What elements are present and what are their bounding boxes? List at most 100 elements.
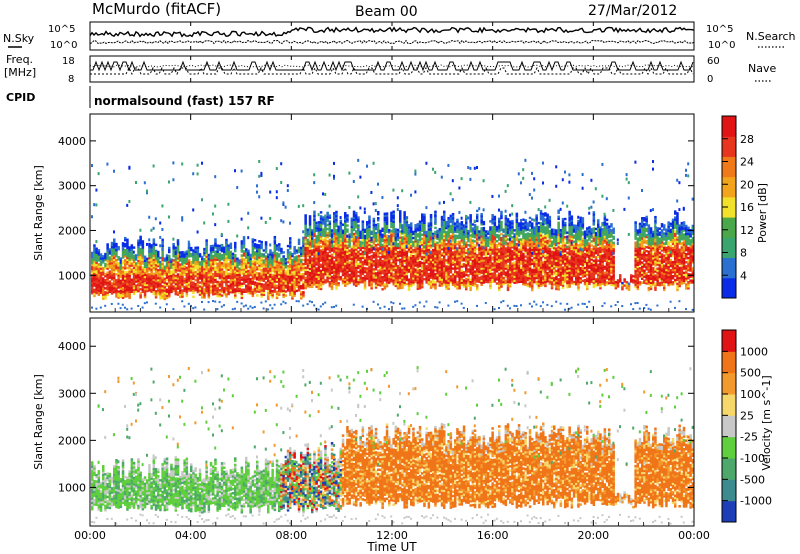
heatmap-cell (119, 271, 123, 274)
heatmap-cell (476, 253, 479, 257)
heatmap-cell (269, 257, 272, 260)
heatmap-cell (275, 248, 279, 251)
heatmap-cell (179, 287, 182, 290)
heatmap-cell (209, 269, 213, 272)
heatmap-cell (278, 267, 281, 270)
heatmap-cell (97, 257, 101, 260)
heatmap-cell (132, 288, 136, 292)
heatmap-cell (97, 253, 101, 256)
heatmap-cell (203, 253, 206, 257)
heatmap-cell (423, 213, 426, 216)
heatmap-cell (117, 278, 120, 281)
heatmap-cell (126, 282, 129, 286)
heatmap-cell (236, 273, 239, 277)
heatmap-cell (126, 240, 129, 244)
heatmap-cell (242, 282, 246, 285)
heatmap-cell (249, 267, 252, 271)
heatmap-cell (253, 251, 257, 254)
heatmap-cell (421, 255, 424, 259)
heatmap-cell (258, 278, 261, 281)
heatmap-cell (225, 254, 228, 258)
heatmap-cell (451, 179, 454, 183)
heatmap-cell (212, 278, 215, 282)
heatmap-cell (168, 270, 171, 274)
heatmap-cell (227, 244, 230, 247)
heatmap-cell (236, 269, 239, 273)
heatmap-cell (216, 256, 219, 259)
heatmap-cell (163, 269, 167, 272)
heatmap-cell (313, 181, 316, 185)
heatmap-cell (269, 267, 272, 270)
heatmap-cell (172, 285, 175, 288)
heatmap-cell (117, 286, 120, 289)
heatmap-cell (390, 301, 393, 304)
heatmap-cell (143, 273, 147, 277)
heatmap-cell (95, 291, 98, 295)
heatmap-cell (203, 259, 206, 263)
heatmap-cell (361, 220, 365, 223)
heatmap-cell (306, 258, 310, 262)
heatmap-cell (130, 250, 134, 253)
heatmap-cell (165, 262, 169, 265)
heatmap-cell (240, 272, 244, 275)
heatmap-cell (113, 290, 116, 294)
heatmap-cell (460, 302, 463, 305)
heatmap-cell (273, 288, 277, 291)
heatmap-cell (372, 247, 375, 251)
heatmap-cell (212, 276, 215, 280)
heatmap-cell (405, 282, 409, 286)
heatmap-cell (141, 284, 145, 287)
heatmap-cell (436, 229, 439, 233)
heatmap-cell (172, 255, 175, 258)
heatmap-cell (223, 270, 226, 274)
heatmap-cell (355, 230, 358, 233)
heatmap-cell (119, 285, 123, 288)
heatmap-cell (205, 249, 208, 252)
heatmap-cell (271, 259, 274, 263)
heatmap-cell (181, 253, 184, 256)
heatmap-cell (253, 283, 257, 286)
heatmap-cell (181, 291, 184, 294)
heatmap-cell (258, 260, 261, 263)
heatmap-cell (161, 276, 164, 280)
heatmap-cell (278, 255, 281, 258)
heatmap-cell (271, 263, 274, 267)
heatmap-cell (253, 271, 257, 274)
heatmap-cell (205, 267, 208, 270)
heatmap-cell (225, 279, 228, 282)
heatmap-cell (207, 263, 211, 267)
heatmap-cell (168, 258, 171, 262)
heatmap-cell (190, 281, 193, 284)
heatmap-cell (251, 306, 254, 309)
heatmap-cell (106, 289, 109, 293)
heatmap-cell (304, 276, 307, 280)
heatmap-cell (207, 286, 211, 289)
heatmap-cell (245, 270, 248, 273)
heatmap-cell (159, 272, 162, 276)
heatmap-cell (209, 261, 213, 264)
heatmap-cell (99, 257, 103, 260)
heatmap-cell (102, 289, 105, 292)
heatmap-cell (161, 204, 164, 208)
heatmap-cell (319, 211, 323, 214)
heatmap-cell (95, 289, 98, 293)
heatmap-cell (223, 286, 226, 290)
heatmap-cell (128, 166, 131, 170)
heatmap-cell (330, 253, 334, 256)
heatmap-cell (322, 238, 325, 241)
heatmap-cell (152, 292, 156, 296)
heatmap-cell (113, 282, 116, 286)
heatmap-cell (451, 212, 455, 216)
nsearch-label: N.Search (746, 30, 796, 43)
heatmap-cell (179, 267, 182, 270)
heatmap-cell (130, 248, 134, 251)
heatmap-cell (242, 244, 246, 247)
heatmap-cell (198, 265, 202, 268)
heatmap-cell (293, 246, 296, 249)
heatmap-cell (172, 269, 175, 272)
heatmap-cell (240, 248, 244, 251)
heatmap-cell (214, 278, 217, 281)
heatmap-cell (218, 280, 222, 284)
heatmap-cell (141, 266, 145, 269)
heatmap-cell (165, 274, 169, 277)
